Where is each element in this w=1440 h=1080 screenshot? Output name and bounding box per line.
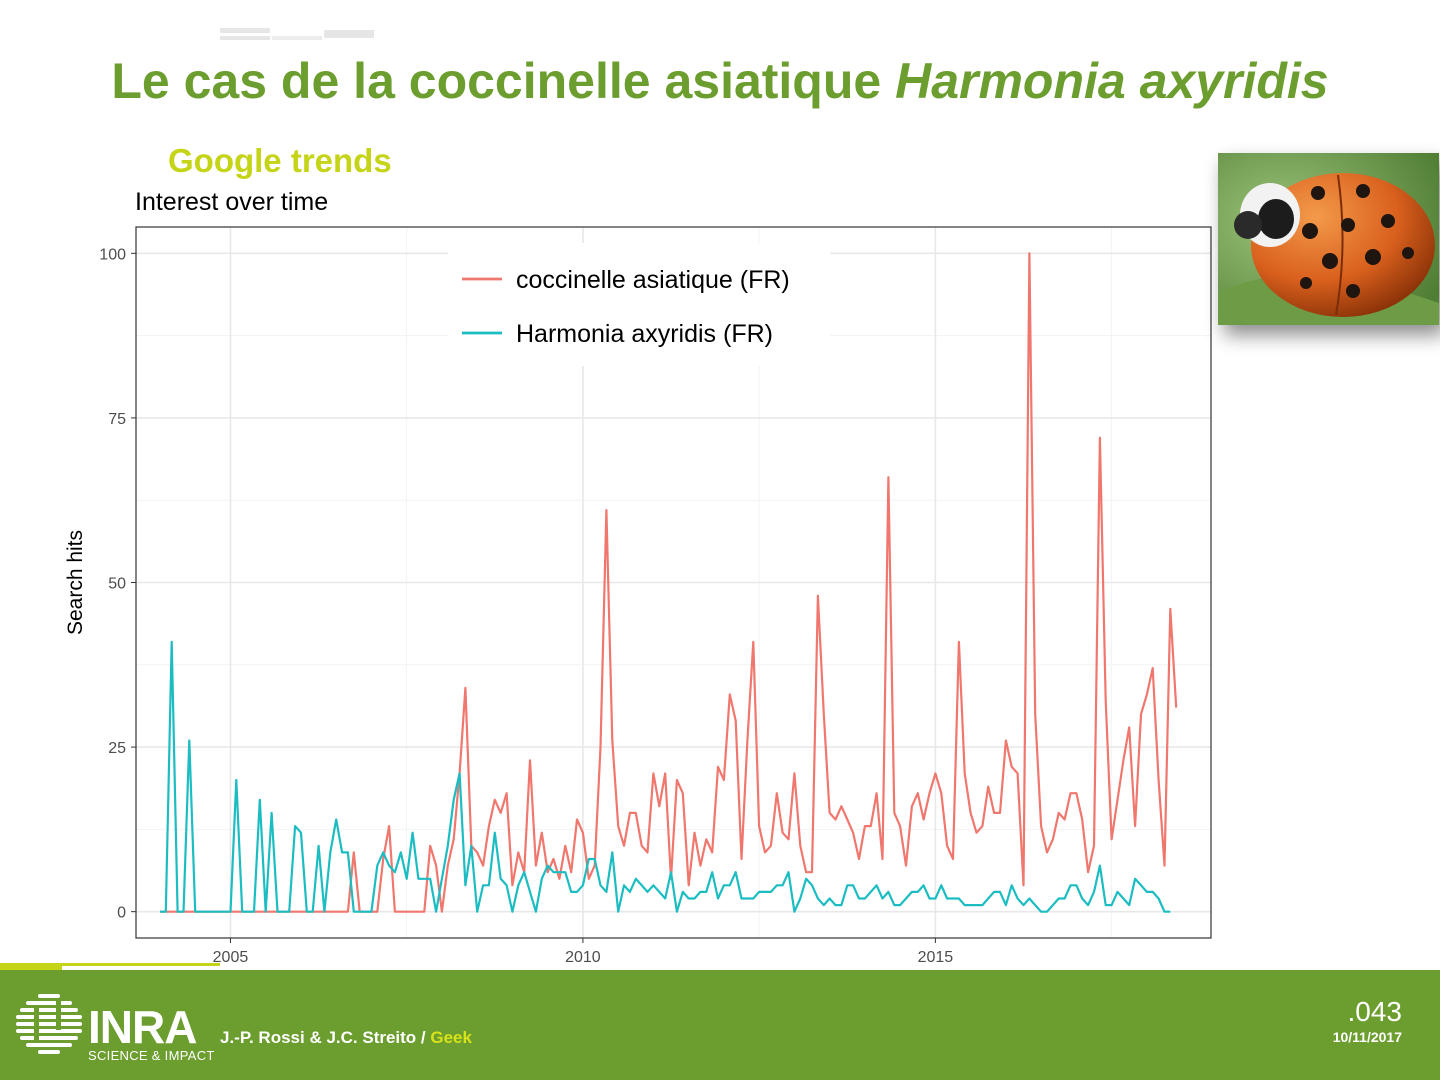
ladybird-photo [1218, 153, 1439, 325]
x-tick-label: 2005 [213, 949, 249, 966]
legend-box [448, 243, 830, 366]
credits-highlight: Geek [430, 1028, 472, 1047]
chart-title: Interest over time [135, 188, 329, 216]
y-tick-label: 75 [108, 411, 126, 428]
series-line-harmonia [160, 640, 1171, 913]
slide-title-main: Le cas de la coccinelle asiatique [111, 53, 896, 109]
legend-label-0: coccinelle asiatique (FR) [516, 266, 790, 294]
slide-title: Le cas de la coccinelle asiatique Harmon… [0, 52, 1440, 110]
y-tick-label: 0 [117, 905, 126, 922]
logo-wordmark: INRA [88, 1001, 197, 1053]
x-tick-label: 2015 [918, 949, 954, 966]
x-tick-label: 2010 [565, 949, 601, 966]
footer-credits: J.-P. Rossi & J.C. Streito / Geek [220, 1028, 472, 1048]
ladybird-icon [1218, 153, 1439, 325]
footer-bar [0, 970, 1440, 1080]
logo-tagline: SCIENCE & IMPACT [88, 1048, 215, 1063]
footer-date: 10/11/2017 [1332, 1029, 1402, 1045]
page-number: .043 [1347, 996, 1403, 1027]
series-line-coccinelle [160, 252, 1178, 913]
slide-subtitle: Google trends [168, 142, 392, 179]
y-tick-label: 50 [108, 576, 126, 593]
y-tick-label: 25 [108, 740, 126, 757]
plot-border [135, 226, 1212, 939]
legend-label-1: Harmonia axyridis (FR) [516, 320, 773, 348]
decorative-bars [220, 28, 380, 42]
slide-title-species: Harmonia axyridis [895, 53, 1329, 109]
footer-accent-line [62, 966, 220, 970]
y-axis-label: Search hits [64, 530, 87, 635]
y-tick-label: 100 [99, 246, 126, 263]
credits-authors: J.-P. Rossi & J.C. Streito / [220, 1028, 431, 1047]
inra-logo-icon [16, 994, 82, 1054]
